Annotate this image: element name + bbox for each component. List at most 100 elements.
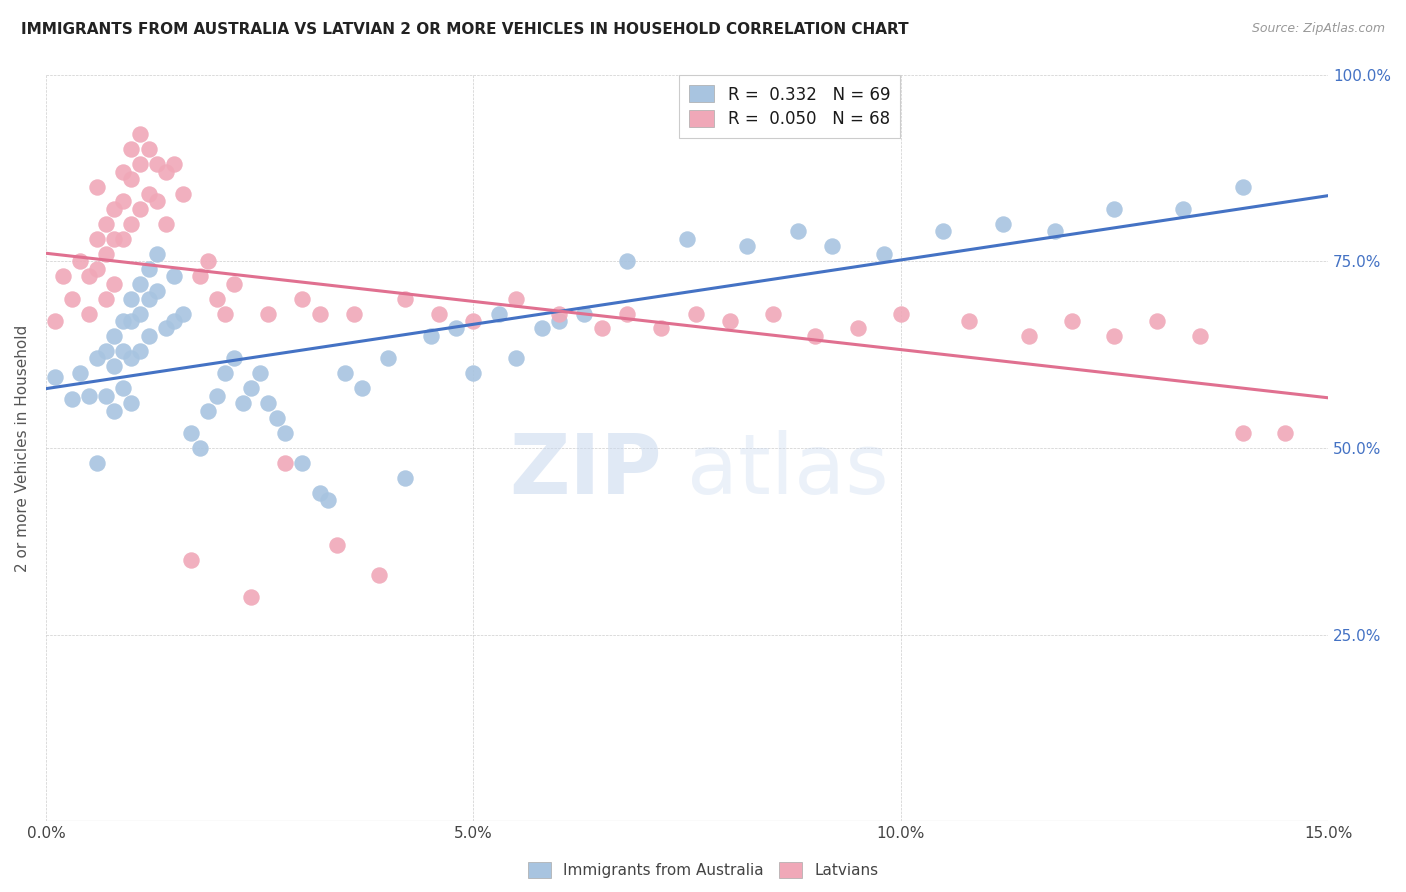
Point [86,456,108,470]
Point [274,456,297,470]
Point [240,381,263,395]
Point [129,128,152,142]
Point [446,321,468,335]
Point [574,307,596,321]
Point [146,157,169,171]
Point [488,307,510,321]
Point [650,321,672,335]
Point [94,247,117,261]
Legend: R =  0.332   N = 69, R =  0.050   N = 68: R = 0.332 N = 69, R = 0.050 N = 68 [679,76,900,138]
Point [120,396,142,410]
Point [52,269,75,284]
Point [172,187,194,202]
Point [333,366,356,380]
Point [103,232,125,246]
Point [146,247,169,261]
Point [77,307,100,321]
Point [120,217,142,231]
Point [129,202,152,216]
Point [188,441,211,455]
Point [957,314,980,328]
Point [146,284,169,298]
Point [172,307,194,321]
Point [94,217,117,231]
Point [291,292,314,306]
Point [77,269,100,284]
Point [86,261,108,276]
Text: ZIP: ZIP [509,430,661,511]
Point [155,217,177,231]
Point [155,164,177,178]
Point [103,277,125,291]
Point [685,307,707,321]
Point [111,381,134,395]
Point [1232,425,1254,440]
Point [872,247,894,261]
Point [547,307,569,321]
Point [86,232,108,246]
Point [69,254,91,268]
Point [1104,329,1126,343]
Point [240,591,263,605]
Point [197,403,219,417]
Point [180,425,202,440]
Y-axis label: 2 or more Vehicles in Household: 2 or more Vehicles in Household [15,325,30,572]
Legend: Immigrants from Australia, Latvians: Immigrants from Australia, Latvians [522,856,884,884]
Point [1043,224,1066,238]
Point [316,493,339,508]
Point [188,269,211,284]
Point [120,172,142,186]
Point [787,224,810,238]
Point [180,553,202,567]
Point [427,307,450,321]
Text: IMMIGRANTS FROM AUSTRALIA VS LATVIAN 2 OR MORE VEHICLES IN HOUSEHOLD CORRELATION: IMMIGRANTS FROM AUSTRALIA VS LATVIAN 2 O… [21,22,908,37]
Point [846,321,869,335]
Point [1171,202,1194,216]
Point [325,538,347,552]
Point [86,351,108,366]
Point [120,142,142,156]
Point [205,389,228,403]
Point [103,359,125,373]
Point [103,329,125,343]
Point [463,366,485,380]
Point [505,351,527,366]
Point [103,403,125,417]
Point [343,307,366,321]
Point [804,329,827,343]
Point [77,389,100,403]
Point [890,307,912,321]
Point [932,224,955,238]
Point [138,292,160,306]
Text: Source: ZipAtlas.com: Source: ZipAtlas.com [1251,22,1385,36]
Point [257,396,280,410]
Point [616,254,638,268]
Point [222,277,245,291]
Point [163,269,186,284]
Point [394,471,416,485]
Point [155,321,177,335]
Point [761,307,783,321]
Point [60,392,83,407]
Point [120,314,142,328]
Point [120,351,142,366]
Point [993,217,1015,231]
Text: atlas: atlas [688,430,889,511]
Point [103,202,125,216]
Point [676,232,699,246]
Point [1188,329,1211,343]
Point [257,307,280,321]
Point [1104,202,1126,216]
Point [214,366,236,380]
Point [1232,179,1254,194]
Point [505,292,527,306]
Point [368,568,391,582]
Point [1274,425,1296,440]
Point [146,194,169,209]
Point [291,456,314,470]
Point [163,314,186,328]
Point [352,381,374,395]
Point [718,314,741,328]
Point [821,239,844,253]
Point [129,277,152,291]
